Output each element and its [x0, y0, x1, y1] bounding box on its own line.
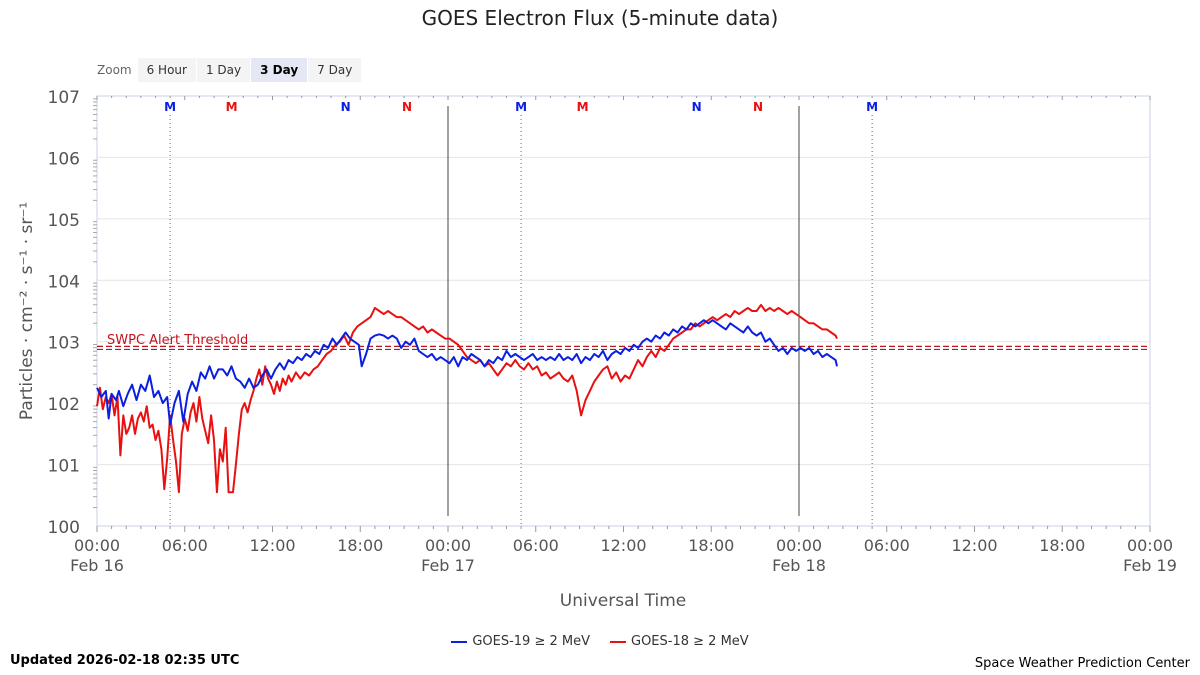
y-tick-label: 105	[48, 211, 80, 231]
noon-midnight-marker: N	[341, 100, 351, 114]
legend-label-goes18: GOES-18 ≥ 2 MeV	[631, 634, 749, 649]
zoom-6-hour-button[interactable]: 6 Hour	[137, 58, 196, 82]
y-tick-label: 100	[48, 518, 80, 538]
x-tick-time-label: 12:00	[249, 536, 295, 555]
y-tick-label: 106	[48, 149, 80, 169]
updated-timestamp: Updated 2026-02-18 02:35 UTC	[10, 653, 240, 668]
legend-swatch-goes19	[451, 640, 468, 643]
noon-midnight-marker: M	[515, 100, 527, 114]
x-tick-time-label: 18:00	[1039, 536, 1085, 555]
y-tick-label: 101	[48, 457, 80, 477]
x-tick-date-label: Feb 18	[772, 556, 826, 575]
y-tick-label: 107	[48, 88, 80, 108]
noon-midnight-marker: M	[164, 100, 176, 114]
x-tick-date-label: Feb 17	[421, 556, 475, 575]
x-axis-title: Universal Time	[560, 591, 686, 611]
x-tick-time-label: 00:00	[425, 536, 471, 555]
zoom-bar: Zoom 6 Hour 1 Day 3 Day 7 Day	[97, 58, 362, 82]
x-tick-time-label: 00:00	[74, 536, 120, 555]
plot-frame	[96, 95, 1151, 527]
noon-midnight-marker: N	[692, 100, 702, 114]
legend-label-goes19: GOES-19 ≥ 2 MeV	[472, 634, 590, 649]
zoom-3-day-button[interactable]: 3 Day	[251, 58, 308, 82]
x-tick-time-label: 06:00	[864, 536, 910, 555]
noon-midnight-marker: M	[866, 100, 878, 114]
noon-midnight-marker: M	[226, 100, 238, 114]
x-tick-time-label: 00:00	[1127, 536, 1173, 555]
legend: GOES-19 ≥ 2 MeV GOES-18 ≥ 2 MeV	[0, 634, 1200, 649]
legend-item-goes18[interactable]: GOES-18 ≥ 2 MeV	[610, 634, 749, 649]
zoom-label: Zoom	[97, 63, 132, 77]
noon-midnight-marker: M	[577, 100, 589, 114]
y-tick-label: 102	[48, 395, 80, 415]
x-tick-time-label: 18:00	[337, 536, 383, 555]
noon-midnight-marker: N	[753, 100, 763, 114]
series-line-goes18	[96, 303, 838, 494]
noon-midnight-marker: N	[402, 100, 412, 114]
x-tick-time-label: 06:00	[513, 536, 559, 555]
x-tick-date-label: Feb 16	[70, 556, 124, 575]
series-line-goes19	[96, 319, 838, 426]
x-tick-date-label: Feb 19	[1123, 556, 1177, 575]
legend-swatch-goes18	[610, 640, 626, 643]
threshold-label: SWPC Alert Threshold	[107, 333, 248, 348]
zoom-1-day-button[interactable]: 1 Day	[196, 58, 251, 82]
x-tick-time-label: 18:00	[688, 536, 734, 555]
zoom-7-day-button[interactable]: 7 Day	[308, 58, 362, 82]
y-tick-label: 104	[48, 272, 80, 292]
y-tick-label: 103	[48, 334, 80, 354]
x-tick-time-label: 12:00	[951, 536, 997, 555]
x-tick-time-label: 06:00	[162, 536, 208, 555]
x-tick-time-label: 12:00	[600, 536, 646, 555]
legend-item-goes19[interactable]: GOES-19 ≥ 2 MeV	[451, 634, 590, 649]
y-axis-title: Particles · cm⁻² · s⁻¹ · sr⁻¹	[17, 202, 37, 420]
source-credit: Space Weather Prediction Center	[974, 656, 1190, 671]
x-tick-time-label: 00:00	[776, 536, 822, 555]
chart-title: GOES Electron Flux (5-minute data)	[421, 6, 779, 30]
